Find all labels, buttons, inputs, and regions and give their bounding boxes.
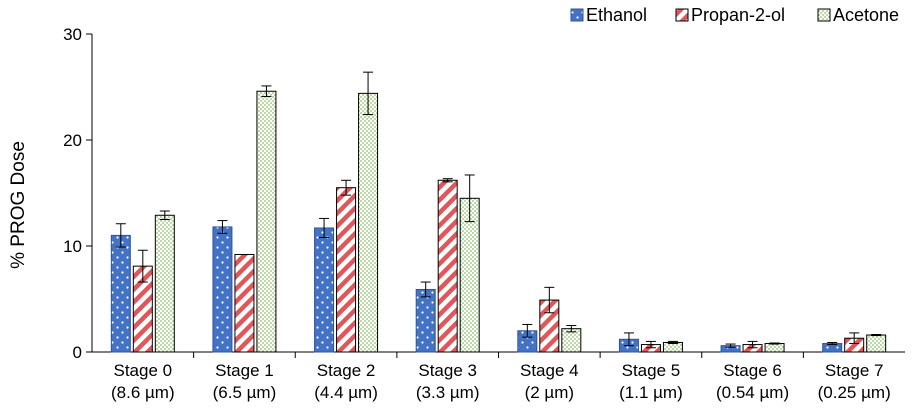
- legend-swatch: [817, 8, 831, 22]
- legend-item-acetone: Acetone: [817, 5, 899, 25]
- legend-item-ethanol: Ethanol: [570, 5, 647, 25]
- error-bar: [827, 341, 838, 346]
- error-bar: [725, 343, 736, 348]
- x-tick-label-size: (3.3 µm): [416, 383, 480, 402]
- y-tick-label: 0: [73, 343, 82, 362]
- y-tick-label: 30: [63, 25, 82, 44]
- error-bar: [566, 325, 577, 333]
- error-bar: [137, 249, 148, 283]
- x-tick-label-size: (1.1 µm): [619, 383, 683, 402]
- bar-acetone-stage-6: [764, 343, 785, 353]
- x-tick-label-stage: Stage 4: [520, 361, 579, 380]
- legend-label: Acetone: [833, 5, 899, 25]
- error-bar: [623, 332, 634, 347]
- bar-propan-2-ol-stage-1: [234, 253, 255, 353]
- legend-label: Ethanol: [586, 5, 647, 25]
- bar-ethanol-stage-1: [212, 226, 233, 353]
- error-bar: [464, 174, 475, 223]
- y-axis-title: % PROG Dose: [8, 141, 29, 269]
- error-bar: [261, 85, 272, 98]
- error-bar: [363, 71, 374, 116]
- x-tick-label-stage: Stage 1: [215, 361, 274, 380]
- y-tick-label: 20: [63, 131, 82, 150]
- error-bar: [849, 332, 860, 345]
- bar-acetone-stage-7: [866, 334, 887, 353]
- bar-acetone-stage-1: [256, 90, 277, 353]
- legend-swatch: [570, 8, 584, 22]
- x-tick-label-size: (4.4 µm): [314, 383, 378, 402]
- x-tick-label-stage: Stage 2: [317, 361, 376, 380]
- error-bar: [115, 223, 126, 248]
- bar-propan-2-ol-stage-2: [336, 187, 357, 353]
- error-bar: [667, 340, 678, 345]
- bar-ethanol-stage-0: [110, 234, 131, 353]
- x-tick-label-stage: Stage 5: [622, 361, 681, 380]
- x-tick-label-stage: Stage 6: [723, 361, 782, 380]
- legend-label: Propan-2-ol: [691, 5, 785, 25]
- bar-ethanol-stage-3: [415, 288, 436, 353]
- bar-ethanol-stage-2: [314, 227, 335, 353]
- x-tick-label-size: (0.25 µm): [818, 383, 891, 402]
- bar-acetone-stage-0: [154, 214, 175, 353]
- error-bar: [319, 217, 330, 239]
- x-tick-label-stage: Stage 7: [825, 361, 884, 380]
- error-bar: [159, 210, 170, 220]
- legend-swatch: [675, 8, 689, 22]
- x-tick-label-size: (2 µm): [525, 383, 574, 402]
- error-bar: [871, 334, 882, 337]
- x-tick-label-size: (0.54 µm): [716, 383, 789, 402]
- error-bar: [544, 286, 555, 314]
- x-tick-label-stage: Stage 3: [418, 361, 477, 380]
- error-bar: [747, 340, 758, 349]
- legend-item-propan-2-ol: Propan-2-ol: [675, 5, 785, 25]
- bar-acetone-stage-2: [358, 92, 379, 353]
- x-tick-label-size: (8.6 µm): [111, 383, 175, 402]
- bar-propan-2-ol-stage-3: [437, 179, 458, 353]
- x-tick-label-size: (6.5 µm): [213, 383, 277, 402]
- error-bar: [522, 323, 533, 338]
- legend: Ethanol Propan-2-ol Acetone: [570, 5, 899, 25]
- error-bar: [769, 342, 780, 345]
- x-tick-label-stage: Stage 0: [114, 361, 173, 380]
- error-bar: [341, 179, 352, 196]
- error-bar: [442, 178, 453, 183]
- error-bar: [645, 340, 656, 349]
- error-bar: [420, 281, 431, 298]
- error-bar: [217, 220, 228, 234]
- plot-area: 0 10 20 30 Stage 0 (8.6 µm) Stage 1 (6.5 µm) Sta…: [63, 25, 905, 402]
- y-tick-label: 10: [63, 237, 82, 256]
